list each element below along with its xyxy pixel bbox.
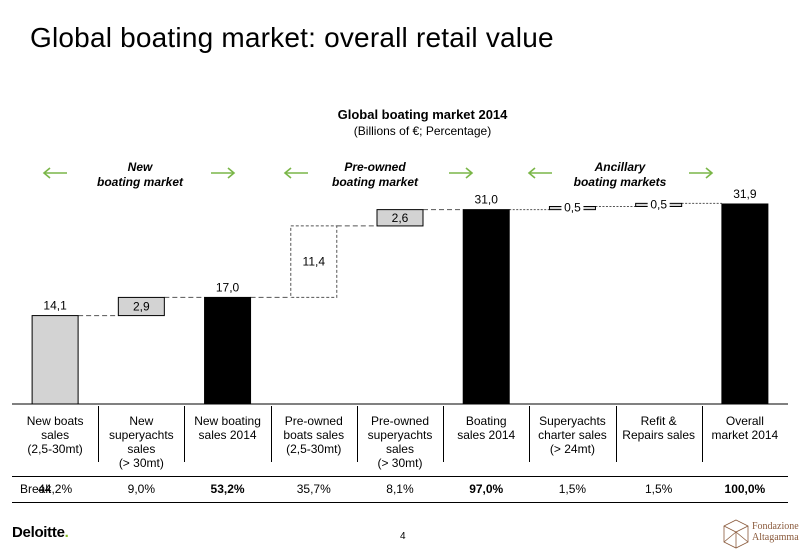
data-label-8: 31,9 xyxy=(733,187,757,201)
bar-3 xyxy=(290,225,338,298)
data-label-2: 17,0 xyxy=(216,280,240,294)
category-separator xyxy=(443,406,444,462)
arrow-left-icon xyxy=(42,167,68,179)
break-row-bottom-line xyxy=(12,502,788,503)
data-label-7: 0,5 xyxy=(650,197,667,211)
data-label-bg-7 xyxy=(647,198,670,211)
arrow-right-icon xyxy=(448,167,474,179)
category-label-3: Pre-owned boats sales (2,5-30mt) xyxy=(283,414,345,456)
arrow-left-icon xyxy=(527,167,553,179)
bar-5 xyxy=(462,209,510,405)
category-label-0: New boats sales (2,5-30mt) xyxy=(26,414,84,456)
break-value-2: 53,2% xyxy=(210,482,245,496)
data-label-bg-6 xyxy=(561,201,584,214)
category-label-5: Boating sales 2014 xyxy=(457,414,516,442)
category-label-6: Superyachts charter sales (> 24mt) xyxy=(538,414,607,456)
category-separator xyxy=(184,406,185,462)
group-label-new: New boating market xyxy=(96,160,183,189)
group-label-preowned: Pre-owned boating market xyxy=(331,160,418,189)
page-number: 4 xyxy=(400,531,406,542)
category-separator xyxy=(616,406,617,462)
bar-0 xyxy=(31,315,79,405)
fondazione-altagamma-logo xyxy=(723,519,749,549)
chart-subtitle: (Billions of €; Percentage) xyxy=(353,124,492,138)
arrow-right-icon xyxy=(210,167,236,179)
deloitte-logo: Deloitte. xyxy=(12,524,69,541)
break-row-top-line xyxy=(12,476,788,477)
category-labels: New boats sales (2,5-30mt) New superyachts sa… xyxy=(0,406,800,470)
page-title: Global boating market: overall retail va… xyxy=(30,22,554,53)
category-label-2: New boating sales 2014 xyxy=(194,414,261,442)
data-label-5: 31,0 xyxy=(475,193,499,207)
data-label-6: 0,5 xyxy=(564,200,581,214)
bar-2 xyxy=(204,296,252,405)
category-label-4: Pre-owned superyachts sales (> 30mt) xyxy=(367,414,433,470)
category-label-8: Overall market 2014 xyxy=(711,414,779,442)
category-separator xyxy=(357,406,358,462)
break-value-8: 100,0% xyxy=(724,482,766,496)
break-value-3: 35,7% xyxy=(296,482,331,496)
bar-1 xyxy=(117,296,165,317)
chart-title: Global boating market 2014 xyxy=(337,107,508,122)
break-value-0: 44,2% xyxy=(38,482,73,496)
break-value-5: 97,0% xyxy=(469,482,504,496)
bar-4 xyxy=(376,209,424,227)
category-label-7: Refit & Repairs sales xyxy=(622,414,695,442)
break-value-7: 1,5% xyxy=(644,482,673,496)
arrow-left-icon xyxy=(283,167,309,179)
bar-8 xyxy=(721,203,769,405)
category-label-1: New superyachts sales (> 30mt) xyxy=(108,414,174,470)
data-label-0: 14,1 xyxy=(43,299,67,313)
break-value-1: 9,0% xyxy=(127,482,155,496)
arrow-right-icon xyxy=(688,167,714,179)
break-value-6: 1,5% xyxy=(558,482,587,496)
category-separator xyxy=(271,406,272,462)
group-label-ancillary: Ancillary boating markets xyxy=(573,160,667,189)
category-separator xyxy=(98,406,99,462)
data-label-1: 2,9 xyxy=(133,300,150,314)
category-separator xyxy=(529,406,530,462)
data-label-4: 2,6 xyxy=(392,211,409,225)
data-label-3: 11,4 xyxy=(303,255,326,269)
break-row-label: Break xyxy=(20,482,52,496)
fondazione-altagamma-text: Fondazione Altagamma xyxy=(752,521,799,543)
category-separator xyxy=(702,406,703,462)
break-value-4: 8,1% xyxy=(386,482,414,496)
